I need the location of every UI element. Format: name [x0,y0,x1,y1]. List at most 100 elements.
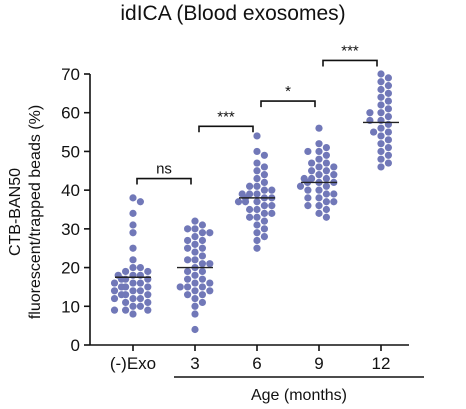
x-tick-label: 12 [372,354,391,373]
data-point [144,283,152,291]
data-point [176,283,184,291]
data-point [304,147,312,156]
data-point [144,298,152,307]
x-axis-label: Age (months) [251,387,347,404]
data-point [191,287,199,295]
data-point [144,291,152,299]
significance-bracket [136,177,192,185]
data-point [198,260,206,268]
data-point [377,85,385,94]
x-tick-label: (-)Exo [110,354,156,373]
data-point [253,147,261,156]
y-tick-label: 50 [61,142,80,161]
data-point [322,159,330,167]
data-point [384,97,392,105]
data-point [370,128,378,136]
data-point [191,271,199,279]
y-tick-label: 20 [61,259,80,278]
significance-bracket [198,125,254,133]
data-point [315,163,323,171]
data-point [129,194,137,202]
data-point [322,190,330,198]
data-point [260,171,268,179]
data-point [330,163,338,171]
data-point [384,112,392,121]
data-point [308,167,316,175]
data-point [184,283,192,291]
data-point [304,202,312,210]
data-point [122,298,130,307]
data-point [330,198,338,206]
data-point [315,147,323,156]
data-point [253,174,261,183]
significance-brackets: ns******* [136,42,378,185]
y-tick-label: 40 [61,181,80,200]
data-point [191,325,199,334]
data-point [296,182,305,190]
data-point [198,229,206,237]
data-point [253,236,261,245]
data-point [315,140,323,148]
data-point [304,186,312,194]
data-point [191,279,199,287]
significance-label: *** [217,108,235,125]
data-point [184,244,192,252]
data-point [253,244,261,252]
data-point [377,78,385,86]
data-point [308,159,316,167]
data-point [129,256,137,264]
data-point [136,302,144,310]
data-point [260,202,268,210]
data-point [253,205,261,214]
data-point [253,229,261,237]
data-point [384,105,392,113]
data-point [191,225,199,233]
significance-bracket [322,59,378,67]
y-tick-label: 0 [71,336,80,355]
data-point [322,213,330,221]
data-point [136,198,144,206]
data-point [322,182,330,190]
data-point [198,267,206,276]
data-point [198,252,206,260]
data-point [191,233,199,241]
data-point [260,151,268,159]
data-point [234,198,243,206]
data-point [198,283,206,291]
data-point [129,287,137,295]
significance-bracket [260,100,316,108]
data-point [322,151,330,159]
data-point [184,225,192,233]
data-point [246,213,254,221]
data-point [377,93,385,101]
x-tick-label: 9 [314,354,323,373]
data-point [184,236,192,245]
data-point [191,240,199,248]
data-point [198,298,206,307]
data-point [315,171,323,179]
data-point [377,109,385,117]
data-point [260,217,268,225]
data-point [129,294,137,303]
data-point [260,178,268,186]
data-point [253,213,261,221]
data-point [191,248,199,256]
data-point [122,306,130,314]
data-point [253,132,261,140]
data-point [260,233,268,241]
data-point [136,263,144,272]
data-point [377,155,385,163]
data-point [198,221,206,229]
x-tick-label: 3 [190,354,199,373]
data-point [366,109,374,117]
data-point [117,283,126,291]
data-point [129,221,137,229]
data-point [129,209,137,217]
data-point [198,236,206,245]
data-point [206,279,214,287]
data-point [268,209,276,217]
data-point [322,174,330,183]
data-point [206,229,214,237]
data-point [384,136,392,144]
